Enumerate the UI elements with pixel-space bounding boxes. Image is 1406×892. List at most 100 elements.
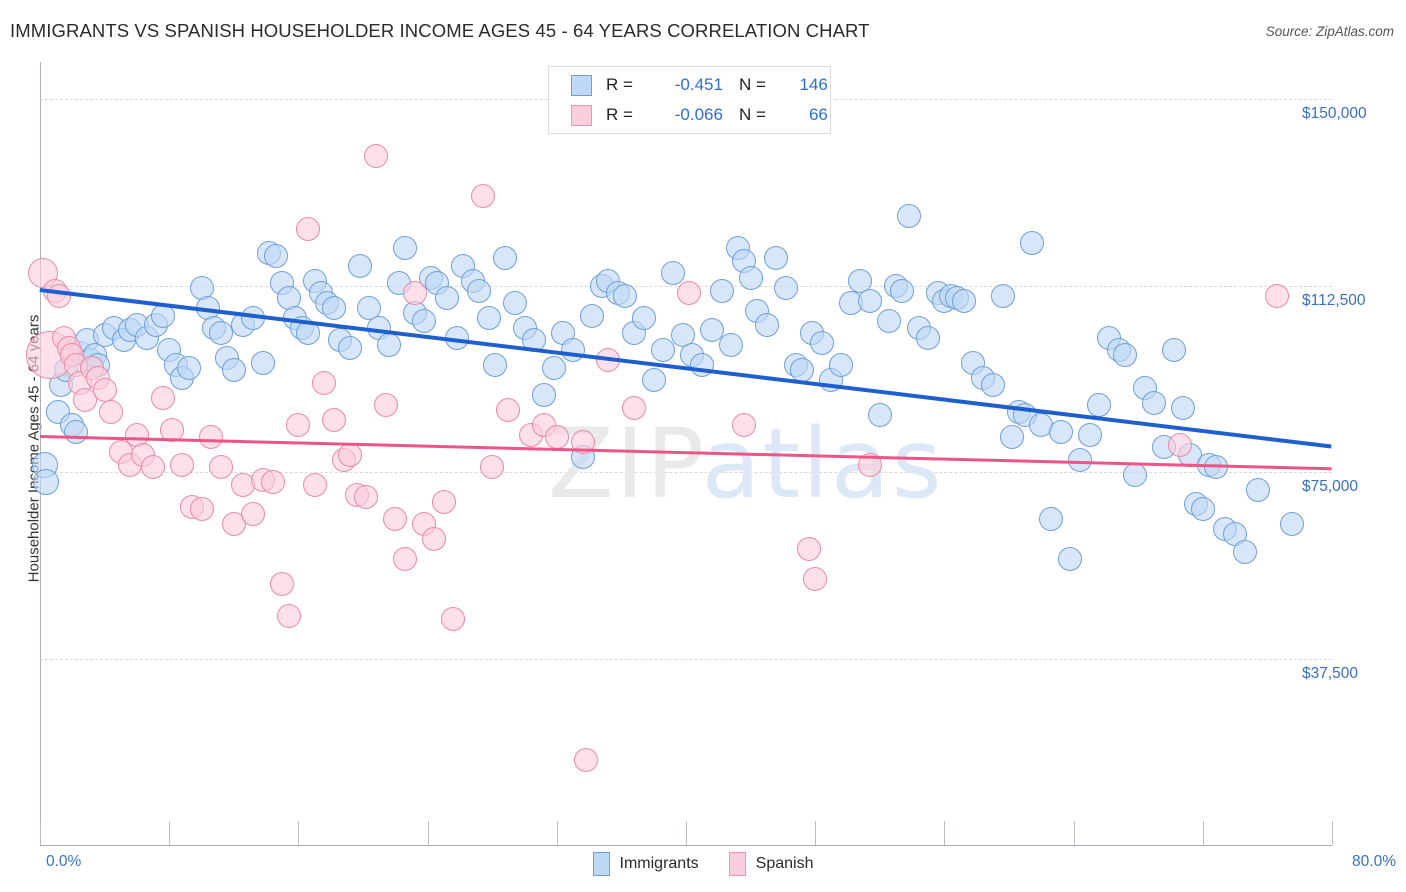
scatter-point-blue [522, 328, 547, 353]
scatter-point-blue [276, 286, 301, 311]
scatter-point-blue [531, 383, 556, 408]
x-axis-tick [1332, 821, 1333, 845]
x-axis-tick [686, 821, 687, 845]
scatter-point-blue [560, 338, 585, 363]
scatter-point-blue [790, 358, 815, 383]
scatter-point-blue [1058, 547, 1083, 572]
scatter-point-pink [170, 452, 195, 477]
scatter-point-pink [312, 370, 337, 395]
scatter-point-pink [470, 184, 495, 209]
scatter-point-blue [1113, 343, 1138, 368]
x-axis-tick [815, 821, 817, 845]
x-axis-max-label: 80.0% [1352, 853, 1396, 870]
scatter-point-pink [241, 502, 266, 527]
scatter-point-pink [189, 497, 214, 522]
scatter-point-pink [124, 422, 149, 447]
scatter-point-pink [302, 472, 327, 497]
x-axis-tick [944, 821, 946, 845]
scatter-point-pink [544, 425, 569, 450]
scatter-point-blue [980, 373, 1005, 398]
scatter-point-blue [719, 333, 744, 358]
scatter-point-pink [296, 216, 321, 241]
scatter-point-blue [241, 306, 266, 331]
legend-item-spanish[interactable]: Spanish [728, 852, 814, 876]
y-axis-tick-label: $112,500 [1302, 291, 1366, 309]
scatter-point-blue [1142, 390, 1167, 415]
scatter-point-blue [444, 325, 469, 350]
legend-label-spanish: Spanish [755, 855, 814, 872]
scatter-point-pink [199, 425, 224, 450]
scatter-point-pink [92, 378, 117, 403]
scatter-point-blue [347, 253, 372, 278]
scatter-point-pink [677, 281, 702, 306]
scatter-point-blue [612, 283, 637, 308]
x-axis-tick [427, 821, 429, 845]
scatter-point-blue [1190, 497, 1215, 522]
scatter-point-blue [296, 320, 321, 345]
scatter-point-blue [1077, 422, 1102, 447]
scatter-point-blue [321, 296, 346, 321]
x-axis-tick [40, 821, 41, 845]
scatter-point-pink [732, 412, 757, 437]
scatter-point-blue [858, 288, 883, 313]
scatter-point-pink [431, 489, 456, 514]
scatter-point-pink [441, 606, 466, 631]
scatter-point-blue [493, 246, 518, 271]
scatter-point-blue [221, 358, 246, 383]
scatter-point-blue [476, 306, 501, 331]
immigrants-swatch-icon [571, 74, 592, 96]
x-axis-line [40, 845, 1332, 846]
scatter-point-blue [541, 355, 566, 380]
scatter-point-pink [496, 398, 521, 422]
immigrants-r-value: -0.451 [674, 75, 723, 94]
scatter-point-blue [764, 246, 789, 271]
scatter-point-blue [990, 283, 1015, 308]
scatter-point-blue [1122, 462, 1147, 487]
scatter-point-blue [877, 308, 902, 333]
y-axis-tick-label: $37,500 [1302, 664, 1359, 682]
scatter-point-blue [1000, 425, 1025, 450]
scatter-point-pink [1168, 432, 1193, 457]
scatter-point-pink [338, 442, 363, 467]
scatter-point-blue [661, 261, 686, 286]
scatter-point-blue [338, 335, 363, 360]
scatter-point-pink [373, 393, 398, 418]
scatter-point-blue [502, 291, 527, 316]
spanish-legend-swatch-icon [728, 852, 746, 876]
gridline [40, 472, 1332, 474]
scatter-point-pink [573, 748, 598, 773]
scatter-point-blue [250, 350, 275, 375]
scatter-point-blue [867, 402, 892, 427]
x-axis-tick [298, 821, 300, 845]
scatter-point-blue [1232, 539, 1257, 564]
scatter-point-blue [916, 325, 941, 350]
series-legend: Immigrants Spanish [0, 849, 1406, 879]
scatter-point-pink [858, 452, 883, 477]
scatter-point-blue [392, 236, 417, 261]
scatter-point-pink [208, 455, 233, 480]
immigrants-n-value: 146 [799, 75, 828, 94]
scatter-point-blue [754, 313, 779, 338]
scatter-point-pink [99, 400, 124, 425]
legend-item-immigrants[interactable]: Immigrants [592, 852, 699, 876]
scatter-point-blue [738, 266, 763, 291]
correlation-stats-box: R = -0.451 N = 146 R = -0.066 N = 66 [548, 66, 831, 134]
scatter-point-pink [480, 455, 505, 480]
scatter-point-blue [176, 355, 201, 380]
scatter-point-pink [276, 604, 301, 629]
scatter-point-blue [1048, 420, 1073, 445]
spanish-n-value: 66 [808, 105, 828, 124]
scatter-point-blue [483, 353, 508, 378]
scatter-point-blue [896, 204, 921, 229]
scatter-point-blue [451, 253, 476, 278]
scatter-point-blue [1038, 507, 1063, 532]
scatter-point-blue [1279, 512, 1304, 537]
scatter-point-pink [570, 430, 595, 455]
scatter-point-pink [402, 281, 427, 306]
scatter-point-blue [33, 469, 60, 496]
scatter-point-blue [690, 353, 715, 378]
scatter-point-pink [270, 572, 295, 596]
scatter-point-blue [1171, 395, 1196, 420]
scatter-point-blue [774, 276, 799, 301]
